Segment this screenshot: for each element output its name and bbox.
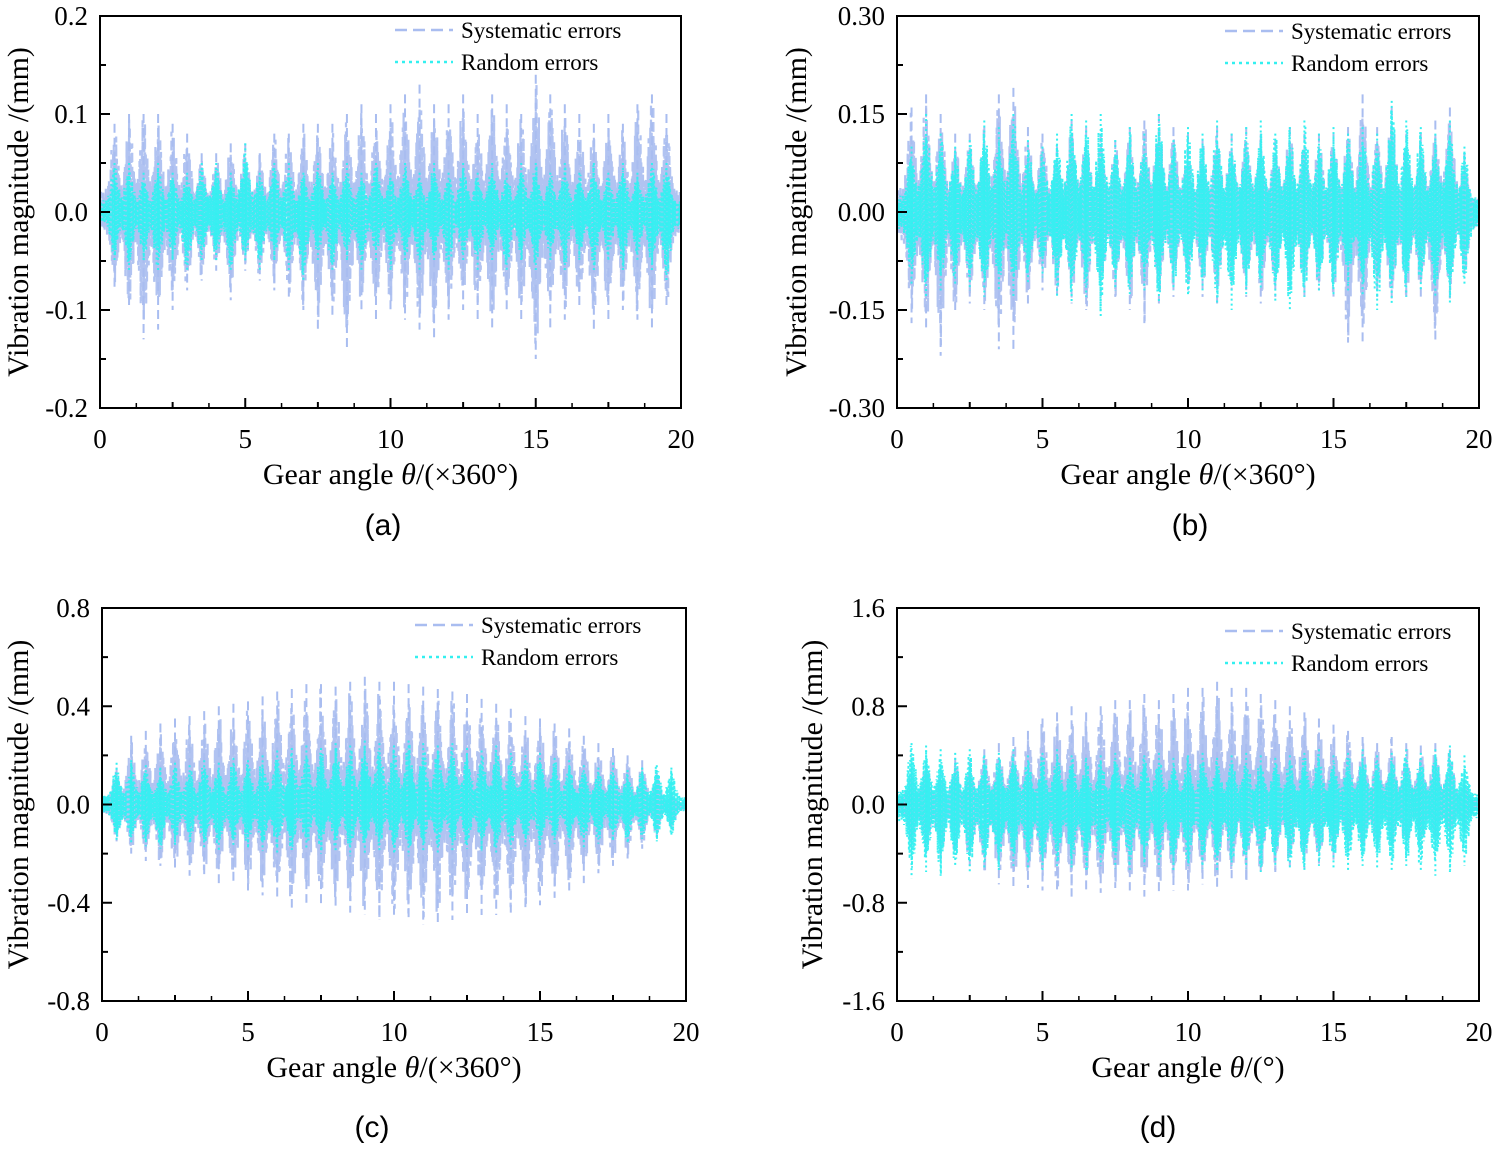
legend-label: Random errors [1291, 651, 1428, 676]
x-axis-title-prefix: Gear angle [266, 1051, 404, 1084]
legend-label: Systematic errors [1291, 619, 1451, 644]
x-axis-title-suffix: /(×360°) [416, 458, 518, 491]
y-tick-label: -0.30 [829, 393, 885, 423]
x-tick-label: 20 [1466, 1017, 1493, 1047]
x-tick-label: 5 [1036, 424, 1050, 454]
legend-label: Random errors [461, 50, 598, 75]
y-tick-label: 0.30 [838, 1, 885, 31]
x-tick-label: 5 [241, 1017, 255, 1047]
plot-area [897, 681, 1479, 897]
chart-panel: 0 5 10 15 20 -1.6 -0.8 0.0 0.8 1.6 Gear angle θ/(°… [796, 593, 1493, 1144]
x-axis-title-suffix: /(×360°) [1213, 458, 1315, 491]
y-tick-label: 0.00 [838, 197, 885, 227]
plot-area [100, 74, 681, 359]
y-axis-title: Vibration magnitude /(mm) [2, 640, 35, 970]
x-tick-label: 5 [1036, 1017, 1050, 1047]
legend-label: Systematic errors [461, 18, 621, 43]
y-tick-label: -0.2 [45, 393, 88, 423]
x-axis-title: Gear angle θ/(×360°) [263, 458, 518, 491]
x-axis-title: Gear angle θ/(°) [1091, 1051, 1284, 1084]
y-tick-label: 0.0 [54, 197, 88, 227]
plot-area [897, 87, 1479, 356]
y-tick-label: 0.8 [56, 593, 90, 623]
y-tick-label: 1.6 [851, 593, 885, 623]
x-axis-title-prefix: Gear angle [1060, 458, 1198, 491]
x-tick-label: 0 [93, 424, 107, 454]
y-tick-label: -0.4 [47, 888, 90, 918]
series-line-random [897, 745, 1479, 875]
x-axis-title-symbol: θ [405, 1051, 420, 1084]
x-axis-title-suffix: /(×360°) [419, 1051, 521, 1084]
y-tick-label: -0.8 [47, 986, 90, 1016]
x-axis-title-symbol: θ [401, 458, 416, 491]
x-tick-label: 10 [1175, 424, 1202, 454]
y-tick-label: 0.0 [56, 790, 90, 820]
y-tick-label: 0.4 [56, 691, 90, 721]
x-axis-title-prefix: Gear angle [263, 458, 401, 491]
plot-area [102, 676, 686, 925]
panel-label: (b) [1172, 509, 1209, 542]
x-axis-title-symbol: θ [1199, 458, 1214, 491]
panel-label: (d) [1140, 1111, 1177, 1144]
y-tick-label: 0.8 [851, 691, 885, 721]
y-tick-label: 0.2 [54, 1, 88, 31]
x-tick-label: 0 [95, 1017, 109, 1047]
chart-panel: 0 5 10 15 20 -0.2 -0.1 0.0 0.1 0.2 Gear angle θ/(×… [2, 1, 695, 542]
y-axis-title: Vibration magnitude /(mm) [780, 47, 813, 377]
y-tick-label: 0.0 [851, 790, 885, 820]
y-tick-label: -0.8 [842, 888, 885, 918]
y-tick-label: 0.15 [838, 99, 885, 129]
x-tick-label: 15 [527, 1017, 554, 1047]
x-tick-label: 0 [890, 1017, 904, 1047]
x-axis-title-prefix: Gear angle [1091, 1051, 1229, 1084]
y-tick-label: 0.1 [54, 99, 88, 129]
x-tick-label: 10 [381, 1017, 408, 1047]
x-axis-title-suffix: /(°) [1244, 1051, 1284, 1084]
legend-label: Random errors [1291, 51, 1428, 76]
x-tick-label: 5 [239, 424, 253, 454]
chart-panel: 0 5 10 15 20 -0.30 -0.15 0.00 0.15 0.30 Gear angle… [780, 1, 1493, 542]
x-tick-label: 20 [1466, 424, 1493, 454]
x-tick-label: 20 [673, 1017, 700, 1047]
legend-label: Systematic errors [481, 613, 641, 638]
x-axis-title: Gear angle θ/(×360°) [266, 1051, 521, 1084]
y-axis-title: Vibration magnitude /(mm) [2, 47, 35, 377]
x-tick-label: 0 [890, 424, 904, 454]
panel-label: (a) [365, 509, 402, 542]
x-tick-label: 15 [1320, 424, 1347, 454]
x-axis-title: Gear angle θ/(×360°) [1060, 458, 1315, 491]
y-tick-label: -0.1 [45, 295, 88, 325]
series-line-random [897, 109, 1479, 312]
x-tick-label: 15 [522, 424, 549, 454]
y-tick-label: -0.15 [829, 295, 885, 325]
x-tick-label: 10 [377, 424, 404, 454]
panel-label: (c) [355, 1111, 390, 1144]
x-tick-label: 15 [1320, 1017, 1347, 1047]
chart-panel: 0 5 10 15 20 -0.8 -0.4 0.0 0.4 0.8 Gear angle θ/(×… [2, 593, 700, 1144]
legend-label: Random errors [481, 645, 618, 670]
legend-label: Systematic errors [1291, 19, 1451, 44]
x-axis-title-symbol: θ [1230, 1051, 1245, 1084]
y-tick-label: -1.6 [842, 986, 885, 1016]
y-axis-title: Vibration magnitude /(mm) [796, 640, 829, 970]
x-tick-label: 10 [1175, 1017, 1202, 1047]
x-tick-label: 20 [668, 424, 695, 454]
